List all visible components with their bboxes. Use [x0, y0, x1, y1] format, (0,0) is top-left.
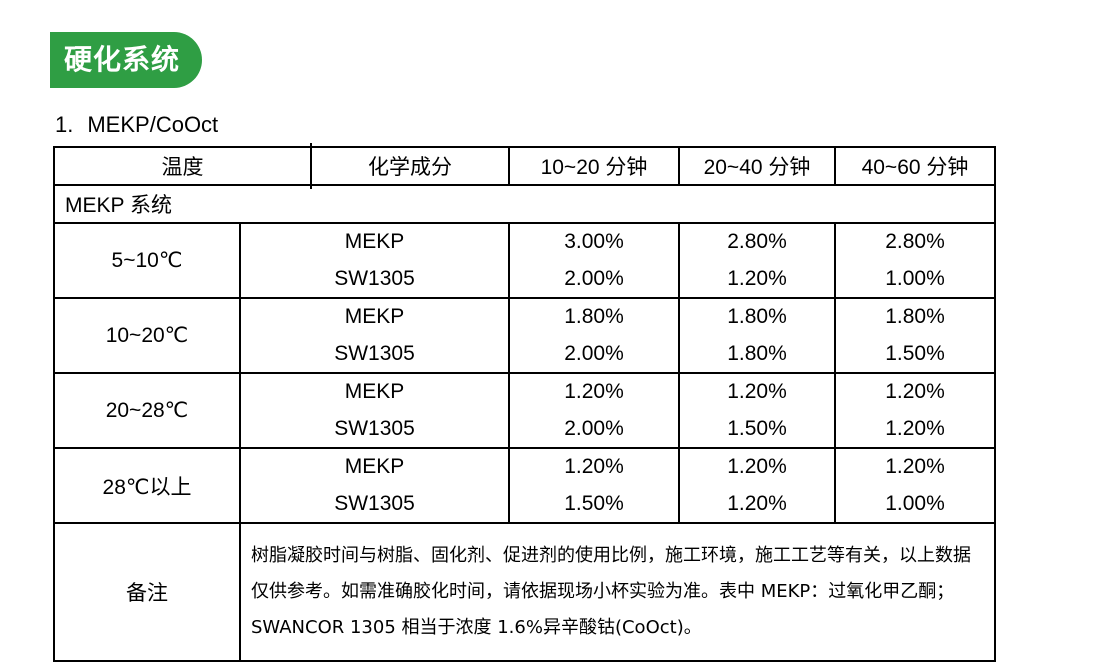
- value-cell: 1.50%: [678, 410, 836, 449]
- value-cell: 1.20%: [834, 447, 996, 485]
- temp-cell: 5~10℃: [53, 222, 241, 298]
- component-cell: MEKP: [239, 372, 510, 410]
- component-cell: MEKP: [239, 447, 510, 485]
- component-cell: MEKP: [239, 222, 510, 260]
- component-cell: SW1305: [239, 485, 510, 524]
- col-header-20-40: 20~40 分钟: [678, 146, 836, 186]
- value-cell: 1.20%: [678, 372, 836, 410]
- value-cell: 1.50%: [834, 335, 996, 374]
- value-cell: 3.00%: [508, 222, 680, 260]
- col-header-40-60: 40~60 分钟: [834, 146, 996, 186]
- note-text: 树脂凝胶时间与树脂、固化剂、促进剂的使用比例，施工环境，施工工艺等有关，以上数据…: [239, 522, 996, 662]
- col-header-10-20: 10~20 分钟: [508, 146, 680, 186]
- heading-number: 1.: [55, 112, 74, 137]
- header-row: 温度 化学成分 10~20 分钟 20~40 分钟 40~60 分钟: [53, 143, 996, 189]
- value-cell: 1.20%: [678, 485, 836, 524]
- value-cell: 2.00%: [508, 260, 680, 299]
- table-row: 10~20℃ MEKP 1.80% 1.80% 1.80%: [53, 297, 996, 373]
- value-cell: 1.20%: [834, 372, 996, 410]
- value-cell: 1.20%: [834, 410, 996, 449]
- value-cell: 1.20%: [508, 447, 680, 485]
- note-label: 备注: [53, 522, 241, 662]
- table-row: SW1305 1.50% 1.20% 1.00%: [54, 485, 996, 524]
- heading-text: MEKP/CoOct: [87, 112, 219, 137]
- header-temp-chem-cell: 温度 化学成分: [53, 143, 510, 189]
- value-cell: 2.80%: [834, 222, 996, 260]
- value-cell: 2.00%: [508, 335, 680, 374]
- system-label: MEKP 系统: [53, 184, 996, 224]
- col-header-temp: 温度: [161, 155, 204, 179]
- value-cell: 1.80%: [508, 297, 680, 335]
- temp-cell: 20~28℃: [53, 372, 241, 448]
- table-row: SW1305 2.00% 1.50% 1.20%: [54, 410, 996, 449]
- system-row: MEKP 系统: [53, 184, 996, 224]
- value-cell: 1.20%: [678, 447, 836, 485]
- header-divider: [310, 143, 312, 189]
- value-cell: 1.50%: [508, 485, 680, 524]
- table-row: 28℃以上 MEKP 1.20% 1.20% 1.20%: [53, 447, 996, 523]
- value-cell: 1.80%: [834, 297, 996, 335]
- hardening-table: 温度 化学成分 10~20 分钟 20~40 分钟 40~60 分钟 MEKP …: [53, 143, 996, 662]
- col-header-chem: 化学成分: [368, 155, 452, 179]
- component-cell: SW1305: [239, 260, 510, 299]
- component-cell: MEKP: [239, 297, 510, 335]
- value-cell: 1.20%: [678, 260, 836, 299]
- component-cell: SW1305: [239, 410, 510, 449]
- value-cell: 2.00%: [508, 410, 680, 449]
- section-badge: 硬化系统: [50, 32, 202, 88]
- component-cell: SW1305: [239, 335, 510, 374]
- value-cell: 1.00%: [834, 260, 996, 299]
- value-cell: 2.80%: [678, 222, 836, 260]
- table-row: 20~28℃ MEKP 1.20% 1.20% 1.20%: [53, 372, 996, 448]
- table-row: 5~10℃ MEKP 3.00% 2.80% 2.80%: [53, 222, 996, 298]
- value-cell: 1.20%: [508, 372, 680, 410]
- value-cell: 1.00%: [834, 485, 996, 524]
- value-cell: 1.80%: [678, 297, 836, 335]
- section-heading: 1. MEKP/CoOct: [55, 112, 218, 138]
- temp-cell: 28℃以上: [53, 447, 241, 523]
- table-row: SW1305 2.00% 1.80% 1.50%: [54, 335, 996, 374]
- temp-cell: 10~20℃: [53, 297, 241, 373]
- note-row: 备注 树脂凝胶时间与树脂、固化剂、促进剂的使用比例，施工环境，施工工艺等有关，以上…: [53, 522, 996, 662]
- value-cell: 1.80%: [678, 335, 836, 374]
- table-row: SW1305 2.00% 1.20% 1.00%: [54, 260, 996, 299]
